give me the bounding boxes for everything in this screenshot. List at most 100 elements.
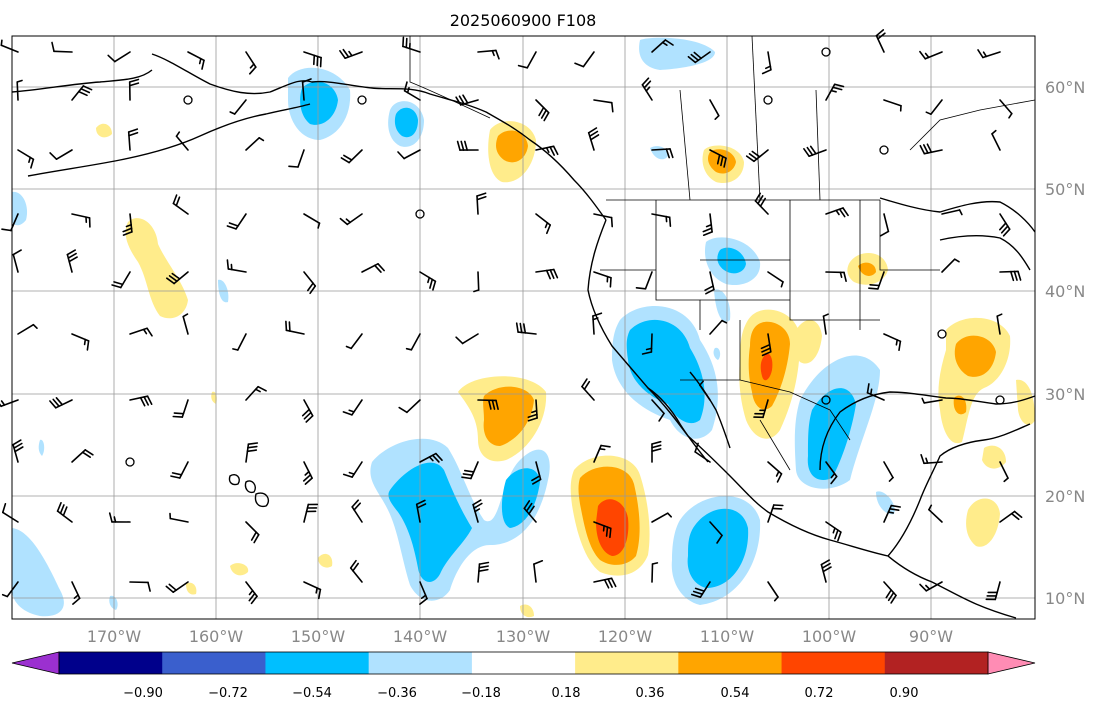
wind-barb [866,383,885,401]
wind-barb [172,194,189,215]
pos-region-small-f [211,391,217,404]
wind-barb [767,461,783,483]
wind-barb [476,192,487,215]
wind-barb [593,213,614,228]
wind-barb [581,378,595,401]
pos-region-minnesota-core [858,262,876,276]
wind-barb [107,51,131,63]
wind-barb [12,249,22,273]
pos-region-alaska-panhandle-core [496,130,528,163]
wind-barb [71,333,90,351]
pos-region-small-c [318,553,333,568]
wind-barb [0,399,19,408]
wind-barb [709,521,723,544]
wind-barb [709,149,727,168]
lat-label-60n: 60°N [1045,78,1085,97]
wind-barb [415,499,427,523]
wind-barb [515,322,537,335]
wind-barb [760,333,772,357]
wind-barb [883,581,897,604]
political-borders [409,35,1036,471]
wind-barb [651,213,672,227]
lat-label-50n: 50°N [1045,180,1085,199]
cb-tick-2: −0.54 [292,686,332,701]
wind-barb [925,99,943,115]
wind-barb [226,259,247,273]
cb-tick-3: −0.36 [377,686,417,701]
wind-barb [825,521,842,542]
wind-barb [941,209,963,216]
coastlines [11,53,1036,619]
wind-barb [342,399,363,416]
wind-barb [17,149,35,169]
wind-barb [919,50,943,60]
wind-barb [920,453,943,465]
wind-barb [71,449,94,463]
neg-region-pacific-center-core [388,462,472,582]
wind-barb [66,249,78,273]
wind-barb [477,49,500,60]
wind-barb [651,440,662,463]
wind-barb [49,149,73,160]
cb-tick-6: 0.36 [636,686,665,701]
wind-barb [592,312,603,335]
wind-barb [754,192,769,215]
lon-label-120w: 120°W [598,627,653,646]
wind-barb [593,521,612,539]
wind-barb [169,512,189,523]
wind-barb [129,581,151,592]
colorbar-segment [368,652,473,674]
wind-barb [694,442,711,463]
pos-region-pacific-south-red [596,499,629,556]
latitude-labels: 60°N 50°N 40°N 30°N 20°N 10°N [1045,78,1085,608]
wind-barb [342,461,363,478]
wind-barb [574,51,595,68]
wind-barb [349,559,363,583]
wind-barb [129,327,153,337]
wind-barb [361,262,385,273]
lon-label-140w: 140°W [393,627,448,646]
wind-barb [303,51,322,68]
wind-barb [709,99,720,120]
wind-barb [245,442,259,463]
wind-barb [883,504,902,523]
graticule [12,36,1035,619]
lon-label-170w: 170°W [87,627,142,646]
wind-barb [419,271,437,291]
wind-barb [535,268,559,280]
wind-barb [535,145,559,156]
map-frame [11,35,1036,620]
wind-barb [285,320,305,335]
wind-barb [339,213,363,226]
wind-barb [351,499,363,523]
wind-barb [535,213,552,235]
calm-wind-circle [183,95,193,105]
colorbar-ticks: −0.90 −0.72 −0.54 −0.36 −0.18 0.18 0.36 … [123,686,918,701]
pos-region-small-a [96,123,112,138]
wind-barb [803,145,827,157]
wind-barb [883,461,894,482]
wind-barb [535,99,550,122]
wind-barb [402,36,421,53]
longitude-labels: 170°W 160°W 150°W 140°W 130°W 120°W 110°… [87,627,953,646]
neg-region-colorado [714,289,731,322]
wind-barb [635,271,653,290]
wind-barb [533,559,544,583]
wind-barb [767,504,784,523]
neg-region-baja-core [626,319,705,424]
lon-label-160w: 160°W [189,627,244,646]
lat-label-20n: 20°N [1045,487,1085,506]
wind-barb [641,77,653,101]
wind-barb [822,313,829,335]
colorbar-segment [781,652,886,674]
wind-barb [472,499,483,523]
wind-barb [398,399,421,414]
wind-barb [704,271,715,295]
lon-label-150w: 150°W [291,627,346,646]
wind-barb [999,461,1009,483]
wind-barb [753,399,769,419]
neg-region-small-f [109,595,118,610]
pos-region-east-south-core-b [953,395,967,415]
cb-tick-7: 0.54 [721,686,750,701]
